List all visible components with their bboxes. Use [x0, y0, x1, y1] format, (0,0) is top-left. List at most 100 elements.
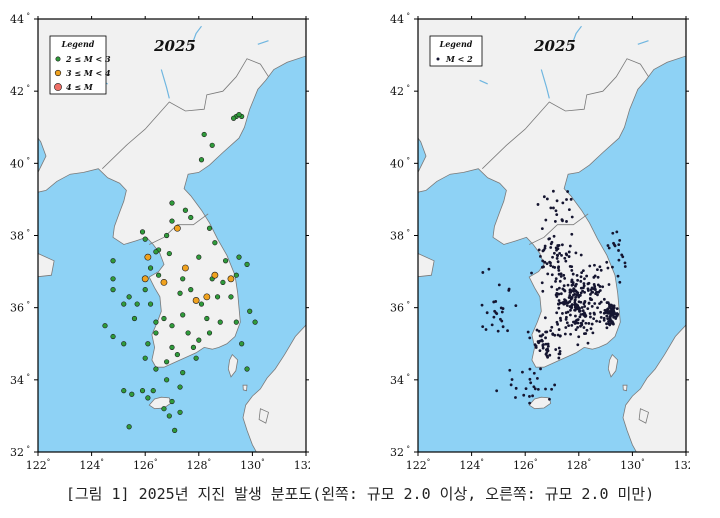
quake-marker-micro: [605, 314, 609, 318]
quake-marker-micro: [582, 282, 586, 285]
quake-marker-m2: [110, 287, 116, 293]
quake-marker-micro: [582, 286, 585, 290]
legend-item-label: 3 ≤ M < 4: [66, 68, 111, 78]
quake-marker-m2: [196, 254, 202, 260]
quake-marker-m2: [228, 294, 234, 300]
quake-marker-m3: [173, 224, 181, 232]
quake-marker-micro: [568, 288, 572, 292]
dmz-border: [529, 213, 589, 245]
quake-marker-micro: [587, 302, 591, 305]
quake-marker-micro: [568, 264, 572, 268]
quake-marker-micro: [553, 383, 557, 387]
legend-title: Legend: [61, 39, 95, 49]
quake-marker-m2: [110, 333, 116, 340]
quake-marker-m3: [181, 264, 189, 272]
quake-marker-micro: [576, 343, 580, 347]
quake-marker-micro: [567, 324, 571, 328]
quake-marker-micro: [549, 246, 553, 249]
quake-marker-m2: [223, 258, 229, 264]
quake-marker-m2: [174, 351, 180, 358]
y-tick-label: 40: [10, 157, 24, 170]
quake-marker-micro: [551, 189, 555, 193]
quake-marker-micro: [583, 277, 586, 281]
quake-marker-micro: [606, 244, 610, 247]
quake-marker-micro: [546, 342, 550, 346]
x-tick-label: 124°: [459, 458, 484, 472]
quake-marker-micro: [571, 281, 575, 284]
quake-marker-m2: [142, 355, 148, 361]
quake-marker-micro: [538, 334, 542, 338]
y-tick-label: 32: [390, 446, 404, 459]
quake-marker-micro: [535, 376, 539, 380]
quake-marker-m2: [190, 344, 197, 350]
y-tick-degree: °: [27, 156, 31, 164]
y-tick-label: 36: [390, 302, 404, 315]
quake-marker-micro: [569, 332, 572, 336]
quake-marker-micro: [575, 304, 579, 307]
quake-marker-m2: [102, 323, 108, 329]
quake-marker-micro: [565, 304, 569, 307]
quake-marker-micro: [605, 326, 609, 330]
quake-marker-micro: [586, 307, 590, 311]
quake-marker-micro: [557, 272, 561, 276]
quake-marker-micro: [507, 287, 511, 291]
quake-marker-micro: [559, 318, 563, 322]
quake-marker-micro: [607, 283, 611, 286]
quake-marker-micro: [544, 387, 547, 391]
quake-marker-micro: [484, 328, 488, 331]
quake-marker-micro: [554, 246, 558, 250]
quake-marker-m2: [196, 337, 202, 343]
quake-marker-micro: [590, 304, 594, 308]
quake-marker-m2: [252, 319, 258, 325]
quake-marker-m2: [150, 388, 156, 394]
quake-marker-m2: [153, 249, 159, 255]
quake-marker-m2: [180, 276, 186, 282]
quake-marker-m2: [153, 319, 159, 325]
quake-marker-micro: [537, 248, 541, 252]
y-tick-label: 32: [10, 446, 24, 459]
quake-marker-micro: [569, 297, 573, 301]
quake-marker-m2: [201, 131, 207, 138]
quake-marker-micro: [565, 198, 568, 201]
y-tick-degree: °: [407, 156, 411, 164]
quake-marker-micro: [548, 237, 551, 241]
quake-marker-micro: [567, 255, 571, 258]
quake-marker-micro: [532, 371, 536, 375]
inland-water-0: [160, 69, 170, 99]
quake-marker-m2: [188, 287, 194, 293]
quake-marker-micro: [568, 300, 571, 304]
y-tick-degree: °: [407, 373, 411, 381]
quake-marker-micro: [496, 329, 500, 333]
quake-marker-m2: [212, 240, 218, 246]
quake-marker-micro: [539, 254, 542, 258]
quake-marker-m2: [164, 359, 170, 365]
legend-title: Legend: [439, 39, 473, 49]
quake-marker-micro: [570, 269, 574, 272]
quake-marker-m2: [204, 315, 210, 322]
quake-marker-m2: [177, 409, 183, 415]
quake-marker-micro: [569, 308, 572, 312]
quake-marker-micro: [612, 306, 616, 310]
quake-marker-micro: [570, 232, 574, 236]
quake-marker-micro: [536, 203, 540, 206]
quake-marker-micro: [568, 293, 572, 297]
quake-marker-micro: [552, 206, 555, 210]
quake-marker-m2: [169, 218, 175, 224]
quake-marker-m2: [121, 388, 127, 394]
quake-marker-micro: [577, 335, 581, 339]
quake-marker-m2: [166, 250, 172, 257]
quake-marker-m2: [110, 258, 116, 264]
quake-marker-micro: [580, 306, 584, 309]
amakusa-island: [638, 408, 649, 424]
quake-marker-m2: [180, 370, 186, 376]
figure-caption: [그림 1] 2025년 지진 발생 분포도(왼쪽: 규모 2.0 이상, 오른…: [65, 485, 655, 503]
quake-marker-micro: [563, 256, 567, 260]
quake-marker-micro: [556, 244, 560, 248]
quake-marker-micro: [557, 286, 561, 290]
x-tick-label: 132°: [294, 458, 310, 472]
quake-marker-micro: [578, 315, 582, 319]
quake-marker-micro: [541, 249, 545, 253]
quake-marker-micro: [615, 307, 619, 311]
quake-marker-micro: [563, 332, 567, 336]
quake-marker-m2: [142, 236, 148, 242]
